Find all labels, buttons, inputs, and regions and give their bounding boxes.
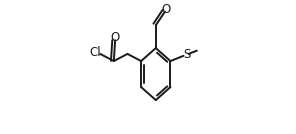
Text: S: S xyxy=(183,48,190,61)
Text: Cl: Cl xyxy=(89,46,101,59)
Text: O: O xyxy=(110,31,120,44)
Text: O: O xyxy=(162,3,171,16)
